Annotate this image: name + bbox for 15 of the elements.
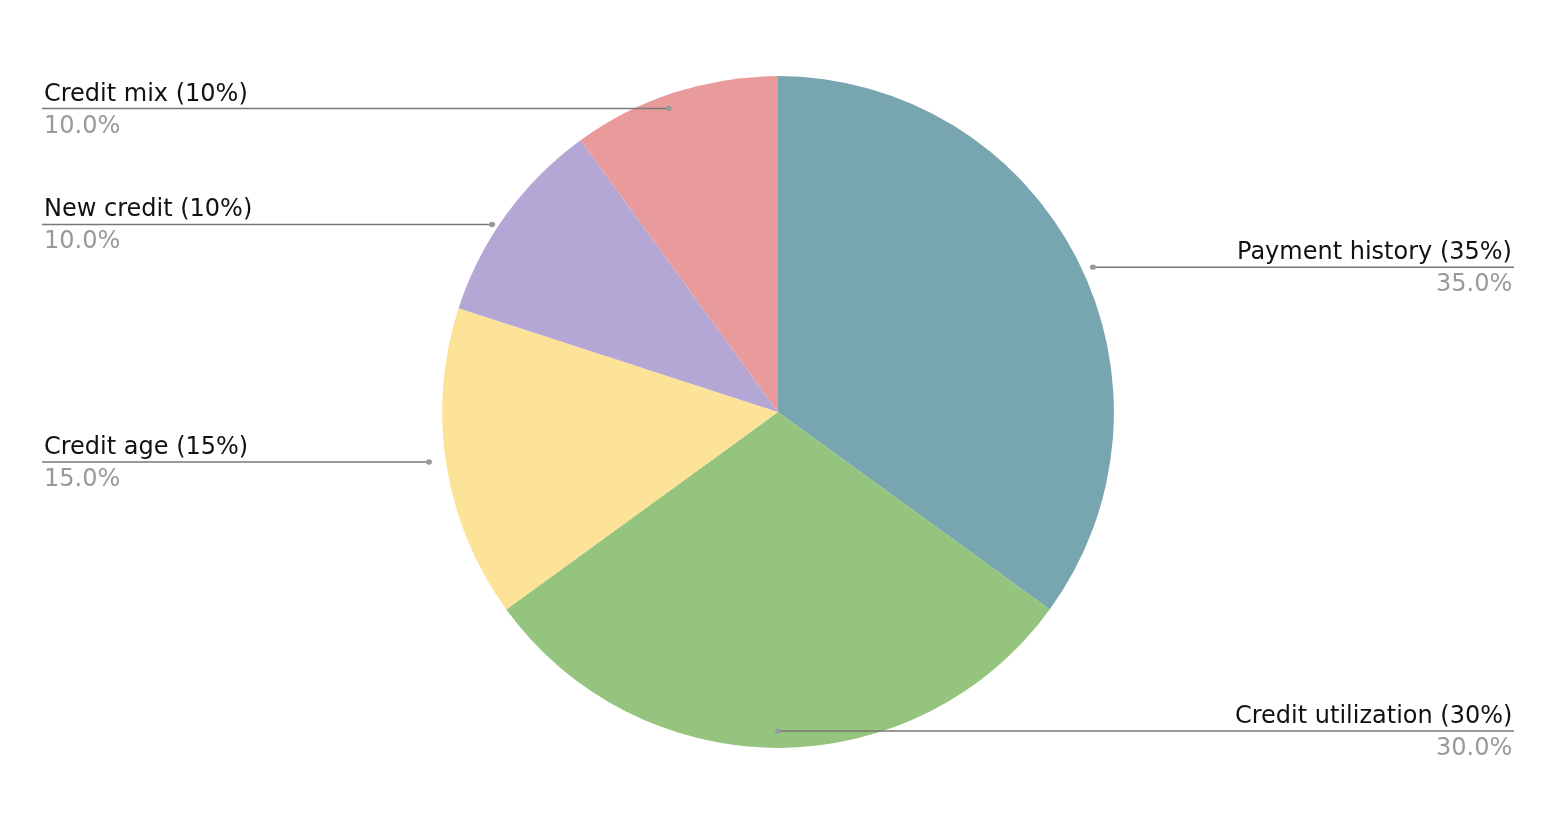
slice-label: Credit age (15%) <box>44 432 249 460</box>
slice-label: New credit (10%) <box>44 194 253 222</box>
data-label: 35.0% <box>1436 269 1513 297</box>
pie-slice <box>458 140 778 412</box>
pie-slice <box>580 76 778 412</box>
slice-label: Payment history (35%) <box>1237 237 1512 265</box>
pie-slice <box>506 412 1050 748</box>
pie-slice <box>778 76 1114 610</box>
data-label: 10.0% <box>44 111 121 139</box>
slice-label: Credit mix (10%) <box>44 79 248 107</box>
slice-label: Credit utilization (30%) <box>1235 701 1513 729</box>
data-label: 10.0% <box>44 226 121 254</box>
data-label: 15.0% <box>44 464 121 492</box>
pie-slice <box>442 308 778 610</box>
data-label: 30.0% <box>1436 733 1513 761</box>
